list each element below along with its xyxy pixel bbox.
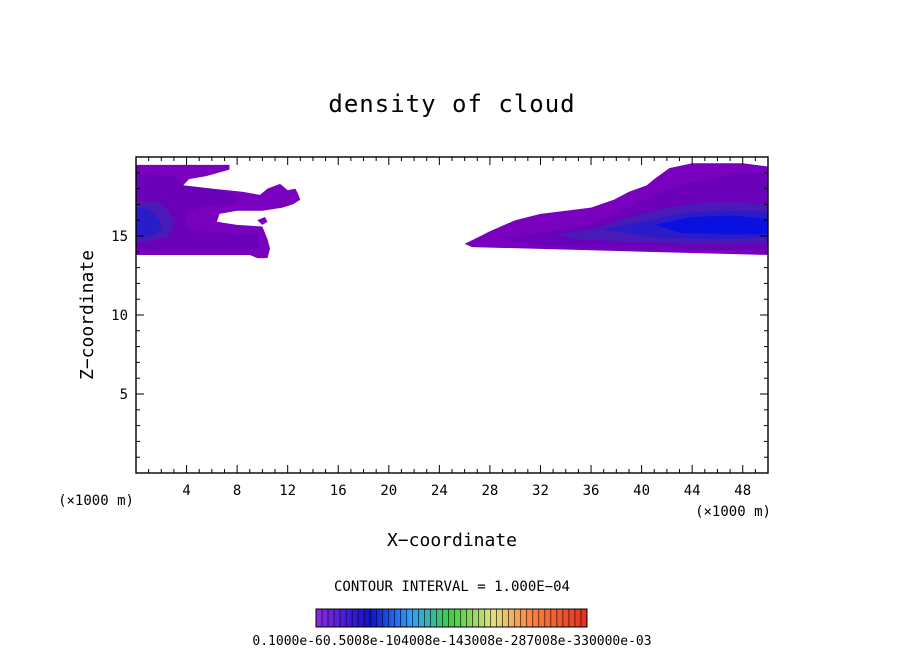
x-tick-label: 28 [481,483,498,499]
y-axis-label: Z−coordinate [77,250,98,380]
x-tick-label: 32 [532,483,549,499]
x-tick-label: 44 [684,483,701,499]
x-tick-label: 12 [279,483,296,499]
colorbar-divisions [321,609,582,627]
x-tick-label: 24 [431,483,448,499]
x-tick-label: 8 [233,483,241,499]
x-tick-label: 36 [583,483,600,499]
contour-interval-label: CONTOUR INTERVAL = 1.000E−04 [334,579,570,595]
cloud-region-2 [257,217,268,225]
x-tick-label: 16 [330,483,347,499]
colorbar [315,608,588,628]
y-tick-label: 10 [111,308,128,324]
x-tick-label: 48 [734,483,751,499]
x-tick-label: 4 [182,483,190,499]
colorbar-labels: 0.1000e-60.5008e-104008e-143008e-287008e… [252,634,651,649]
x-axis-label: X−coordinate [387,530,517,551]
cloud-regions [136,163,768,259]
x-tick-label: 40 [633,483,650,499]
chart-title: density of cloud [328,90,575,118]
x-unit-label: (×1000 m) [58,493,134,509]
x-tick-label: 20 [380,483,397,499]
axis-ticks [136,157,768,473]
y-tick-label: 15 [111,229,128,245]
y-tick-label: 5 [120,387,128,403]
cloud-region-7 [136,207,163,238]
y-unit-label: (×1000 m) [695,504,771,520]
cloud-region-9 [654,215,768,235]
